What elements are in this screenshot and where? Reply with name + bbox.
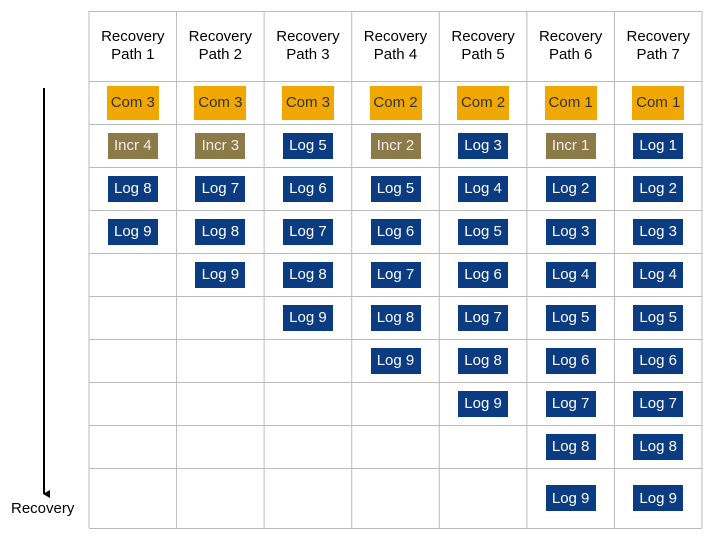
recovery-step: Log 8 (545, 433, 596, 460)
recovery-step: Log 4 (545, 261, 596, 288)
recovery-step: Log 7 (545, 390, 596, 417)
recovery-step: Log 5 (458, 218, 509, 245)
recovery-step: Log 2 (633, 175, 684, 202)
recovery-step: Incr 3 (195, 132, 246, 159)
recovery-step: Log 5 (370, 175, 421, 202)
recovery-step: Log 8 (107, 175, 158, 202)
recovery-step: Log 9 (282, 304, 333, 331)
recovery-step: Log 7 (370, 261, 421, 288)
axis-label: Recovery (11, 500, 75, 517)
recovery-step: Log 8 (458, 347, 509, 374)
recovery-step: Com 3 (281, 85, 334, 120)
recovery-step: Log 8 (282, 261, 333, 288)
recovery-step: Com 1 (544, 85, 597, 120)
recovery-step: Log 6 (545, 347, 596, 374)
recovery-step: Log 7 (633, 390, 684, 417)
recovery-step: Incr 2 (370, 132, 421, 159)
recovery-step: Log 5 (545, 304, 596, 331)
recovery-step: Log 8 (195, 218, 246, 245)
column-header: Recovery Path 1 (101, 28, 165, 63)
recovery-step: Incr 4 (107, 132, 158, 159)
recovery-step: Log 5 (282, 132, 333, 159)
column-header: Recovery Path 5 (451, 28, 515, 63)
recovery-step: Log 4 (633, 261, 684, 288)
recovery-step: Log 7 (458, 304, 509, 331)
recovery-step: Log 9 (195, 261, 246, 288)
recovery-step: Log 8 (370, 304, 421, 331)
recovery-step: Log 3 (633, 218, 684, 245)
column-header: Recovery Path 6 (538, 28, 603, 63)
recovery-step: Log 9 (370, 347, 421, 374)
recovery-step: Log 6 (633, 347, 684, 374)
recovery-step: Incr 1 (545, 132, 596, 159)
recovery-step: Log 3 (458, 132, 509, 159)
recovery-step: Log 3 (545, 218, 596, 245)
recovery-step: Log 6 (370, 218, 421, 245)
column-header: Recovery Path 2 (188, 28, 253, 63)
recovery-step: Com 1 (632, 85, 685, 120)
recovery-step: Log 7 (282, 218, 333, 245)
recovery-step: Log 6 (282, 175, 333, 202)
recovery-step: Com 2 (457, 85, 510, 120)
recovery-step: Log 9 (545, 485, 596, 511)
recovery-step: Log 2 (545, 175, 596, 202)
column-header: Recovery Path 3 (276, 28, 340, 63)
recovery-step: Com 3 (106, 85, 159, 120)
recovery-step: Log 9 (107, 218, 158, 245)
recovery-step: Log 4 (458, 175, 509, 202)
recovery-step: Log 6 (458, 261, 509, 288)
recovery-step: Log 9 (458, 390, 509, 417)
recovery-step: Log 5 (633, 304, 684, 331)
recovery-step: Log 1 (633, 132, 684, 159)
recovery-step: Log 8 (633, 433, 684, 460)
recovery-step: Com 2 (369, 85, 422, 120)
recovery-step: Log 9 (633, 485, 684, 511)
column-header: Recovery Path 4 (363, 28, 428, 63)
column-header: Recovery Path 7 (626, 28, 690, 63)
recovery-step: Log 7 (195, 175, 246, 202)
recovery-step: Com 3 (194, 85, 247, 120)
